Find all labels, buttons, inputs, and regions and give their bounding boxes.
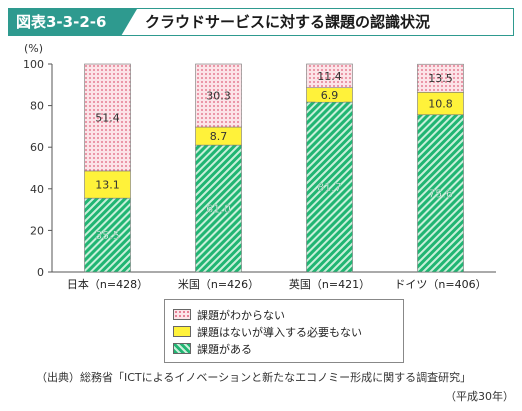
- x-tick-label: ドイツ（n=406）: [394, 278, 486, 291]
- data-label: 11.4: [317, 70, 342, 83]
- data-label: 13.1: [95, 179, 120, 192]
- legend-swatch-unknown: [173, 309, 191, 320]
- y-tick-label: 0: [37, 266, 44, 279]
- data-label-bg: [204, 129, 233, 144]
- y-tick-label: 20: [30, 224, 44, 237]
- bar-segment: [417, 63, 464, 93]
- source-note: （出典）総務省「ICTによるイノベーションと新たなエコノミー形成に関する調査研究…: [36, 371, 472, 384]
- bar-segment: [306, 101, 353, 273]
- bar-segment: [84, 63, 131, 172]
- source-year: （平成30年）: [445, 390, 514, 403]
- x-tick-label: 日本（n=428）: [67, 277, 148, 291]
- data-label: 8.7: [210, 130, 228, 143]
- figure-number: 図表3-3-2-6: [9, 9, 137, 35]
- figure-title-bar: 図表3-3-2-6 クラウドサービスに対する課題の認識状況: [8, 8, 514, 36]
- data-label: 81.7: [317, 181, 342, 194]
- data-label-bg: [315, 87, 344, 102]
- data-label: 35.5: [95, 229, 120, 242]
- y-tick-label: 100: [23, 58, 44, 71]
- legend-label-unknown: 課題がわからない: [197, 308, 285, 322]
- data-label: 6.9: [321, 89, 339, 102]
- legend-label-has-issues: 課題がある: [197, 342, 252, 356]
- legend-item-not-needed: 課題はないが導入する必要もない: [173, 323, 395, 340]
- y-tick-label: 60: [30, 141, 44, 154]
- data-label-bg: [93, 177, 122, 192]
- bar-segment: [306, 63, 353, 89]
- legend-item-has-issues: 課題がある: [173, 340, 395, 357]
- bar-segment: [195, 144, 242, 273]
- y-tick-label: 40: [30, 183, 44, 196]
- y-unit-label: (%): [24, 42, 43, 55]
- data-label-bg: [426, 96, 455, 111]
- y-tick-label: 80: [30, 100, 44, 113]
- legend-swatch-not-needed: [173, 326, 191, 337]
- data-label: 13.5: [428, 72, 453, 85]
- legend-label-not-needed: 課題はないが導入する必要もない: [197, 325, 362, 339]
- data-label: 61.0: [206, 203, 231, 216]
- legend-item-unknown: 課題がわからない: [173, 306, 395, 323]
- stacked-bar-chart: (%) 0 20 40 60 80 100 日本（n=428） 米国（n=426） 英国（n=42…: [23, 42, 496, 291]
- data-label: 75.6: [428, 187, 453, 200]
- bar-segment: [195, 63, 242, 128]
- bar-segment: [84, 197, 131, 273]
- bar-segment: [417, 114, 464, 273]
- x-tick-label: 英国（n=421）: [289, 277, 370, 291]
- data-label: 10.8: [428, 98, 453, 111]
- figure-title: クラウドサービスに対する課題の認識状況: [145, 13, 431, 31]
- legend-swatch-has-issues: [173, 343, 191, 354]
- x-tick-label: 米国（n=426）: [178, 278, 259, 291]
- data-label: 51.4: [95, 111, 120, 124]
- chart-legend: 課題がわからない 課題はないが導入する必要もない 課題がある: [164, 299, 404, 363]
- data-label: 30.3: [206, 90, 231, 103]
